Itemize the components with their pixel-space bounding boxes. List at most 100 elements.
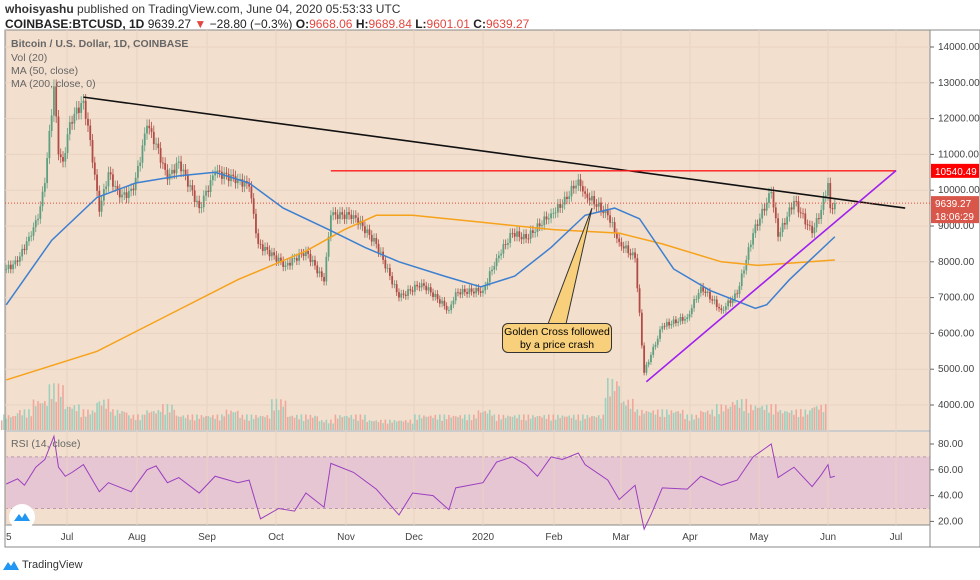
candle-body xyxy=(813,227,816,234)
volume-bar xyxy=(677,411,679,430)
tradingview-badge-icon[interactable] xyxy=(9,504,35,530)
volume-bar xyxy=(37,401,39,430)
candle-body xyxy=(754,224,757,234)
volume-bar xyxy=(41,403,44,430)
candle-body xyxy=(332,212,335,216)
open-label: O: xyxy=(295,17,310,31)
volume-bar xyxy=(750,404,752,430)
candle-body xyxy=(62,157,64,162)
candle-body xyxy=(350,214,353,219)
volume-bar xyxy=(309,414,312,430)
volume-bar xyxy=(740,399,743,430)
volume-bar xyxy=(634,411,636,430)
volume-bar xyxy=(759,407,761,430)
candle-body xyxy=(618,238,621,243)
volume-bar xyxy=(613,391,616,430)
volume-bar xyxy=(704,412,707,430)
candle-body xyxy=(232,174,235,177)
candle-body xyxy=(12,264,14,270)
candle-body xyxy=(488,271,491,283)
volume-bar xyxy=(786,411,788,430)
volume-bar xyxy=(109,411,112,430)
volume-bar xyxy=(407,422,409,430)
volume-bar xyxy=(547,414,550,430)
volume-bar xyxy=(439,414,441,430)
rsi-tick-label: 20.00 xyxy=(938,516,963,527)
candle-body xyxy=(543,216,546,226)
volume-bar xyxy=(69,406,71,430)
candle-body xyxy=(109,172,112,175)
legend-rsi[interactable]: RSI (14, close) xyxy=(11,438,81,450)
candle-body xyxy=(234,176,237,184)
candle-body xyxy=(463,288,466,293)
candle-body xyxy=(443,300,446,306)
volume-bar xyxy=(729,406,732,430)
volume-bar xyxy=(361,419,364,430)
volume-bar xyxy=(327,423,330,430)
candle-body xyxy=(432,292,434,297)
volume-bar xyxy=(454,416,457,430)
candle-body xyxy=(370,234,373,242)
volume-bar xyxy=(375,420,378,430)
volume-bar xyxy=(289,416,291,430)
volume-bar xyxy=(275,398,278,430)
candle-body xyxy=(552,213,555,214)
candle-body xyxy=(316,265,319,274)
candle-body xyxy=(93,162,96,175)
volume-bar xyxy=(788,412,791,430)
candle-body xyxy=(563,196,566,205)
y-tick-label: 9000.00 xyxy=(938,221,975,232)
candle-body xyxy=(141,145,144,163)
candle-body xyxy=(441,300,443,304)
candle-body xyxy=(236,179,239,184)
candle-body xyxy=(357,217,360,225)
legend-ma50[interactable]: MA (50, close) xyxy=(11,65,79,77)
candle-body xyxy=(518,231,521,237)
candle-body xyxy=(713,299,716,301)
candle-body xyxy=(173,169,176,174)
candle-body xyxy=(502,244,505,254)
volume-bar xyxy=(125,412,128,430)
triangle-down-icon: ▼ xyxy=(194,17,207,31)
volume-bar xyxy=(586,415,589,430)
candle-body xyxy=(348,212,350,215)
volume-bar xyxy=(84,416,87,430)
candle-body xyxy=(388,267,391,277)
volume-bar xyxy=(654,414,657,430)
legend-ma200[interactable]: MA (200, close, 0) xyxy=(11,78,96,90)
candle-body xyxy=(511,233,514,234)
volume-bar xyxy=(382,423,384,430)
volume-bar xyxy=(357,420,359,430)
candle-body xyxy=(627,245,630,254)
volume-bar xyxy=(123,411,126,430)
candle-body xyxy=(327,236,330,257)
volume-bar xyxy=(593,416,595,430)
rsi-tick-label: 80.00 xyxy=(938,439,963,450)
volume-bar xyxy=(393,420,396,430)
annotation-callout[interactable]: Golden Cross followed by a price crash xyxy=(502,323,612,353)
candle-body xyxy=(393,284,396,285)
volume-bar xyxy=(695,414,698,430)
volume-bar xyxy=(55,401,57,430)
volume-bar xyxy=(502,414,505,430)
candle-body xyxy=(718,306,720,309)
countdown-tag xyxy=(931,209,979,224)
volume-bar xyxy=(784,411,786,430)
volume-bar xyxy=(799,409,802,430)
candle-body xyxy=(525,234,527,239)
volume-bar xyxy=(561,415,564,430)
candle-body xyxy=(53,86,55,116)
volume-bar xyxy=(78,404,80,430)
candle-body xyxy=(452,300,455,305)
legend-vol[interactable]: Vol (20) xyxy=(11,52,48,64)
candle-body xyxy=(55,86,58,117)
candle-body xyxy=(225,172,228,174)
candle-body xyxy=(37,218,39,221)
volume-bar xyxy=(96,402,98,430)
volume-bar xyxy=(311,417,314,430)
candle-body xyxy=(509,233,512,243)
candle-body xyxy=(7,264,10,269)
volume-bar xyxy=(790,410,793,430)
volume-bar xyxy=(202,417,205,430)
